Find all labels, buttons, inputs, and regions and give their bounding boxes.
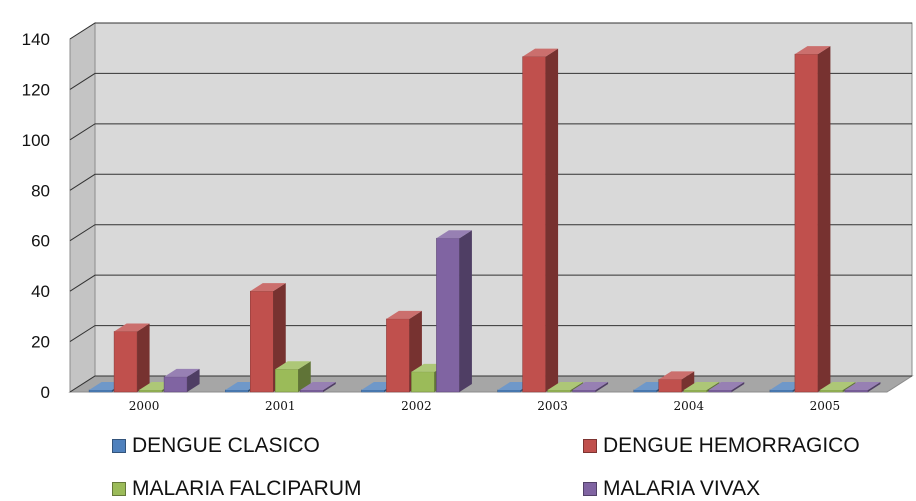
gridline [69,173,912,191]
x-tick-label: 2003 [537,399,568,413]
gridline [69,274,912,292]
gridline [69,72,912,90]
gridline [69,123,912,141]
y-tick-label: 140 [22,30,50,49]
bars [88,46,881,393]
gridline [69,224,912,242]
gridlines [69,22,912,393]
bar [163,368,200,393]
y-tick-label: 40 [31,282,50,301]
y-tick-label: 120 [22,80,50,99]
x-tick-label: 2002 [401,399,432,413]
x-tick-label: 2005 [810,399,841,413]
y-tick-label: 20 [31,333,50,352]
gridline [69,22,912,40]
y-axis-ticks: 0 20 40 60 80 100 120 140 [22,30,50,402]
bar [275,361,311,393]
bar [708,382,745,393]
y-tick-label: 0 [41,383,50,402]
x-tick-label: 2004 [673,399,704,413]
x-tick-label: 2000 [129,399,160,413]
x-tick-label: 2001 [265,399,296,413]
bar [572,382,609,393]
side-wall [69,22,96,393]
bar [844,382,881,393]
x-axis-ticks: 2000 2001 2002 2003 2004 2005 [129,399,840,413]
bar [794,46,831,393]
bar [113,323,150,393]
bar [658,371,695,393]
bar [300,382,336,393]
y-tick-label: 60 [31,232,50,251]
bar [436,230,472,393]
bar [522,48,559,393]
y-tick-label: 100 [22,131,50,150]
gridline [69,325,912,342]
back-wall [94,22,913,377]
y-tick-label: 80 [31,181,50,200]
gridline [69,375,912,393]
chart-walls [68,22,914,393]
